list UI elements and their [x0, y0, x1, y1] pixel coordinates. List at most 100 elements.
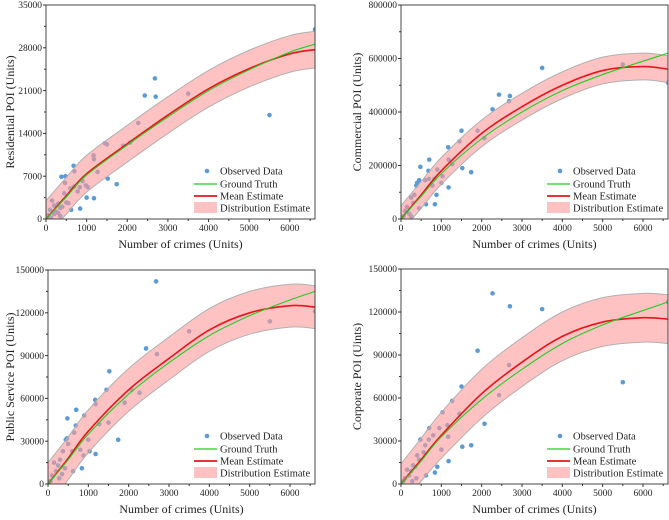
- y-tick-label: 0: [39, 480, 44, 490]
- band-upper-edge: [401, 52, 668, 206]
- observed-point: [153, 279, 159, 284]
- x-tick-label: 0: [46, 489, 51, 499]
- observed-point: [434, 464, 440, 470]
- x-tick-label: 5000: [593, 489, 612, 499]
- x-tick-label: 5000: [240, 489, 259, 499]
- band-lower-edge: [61, 67, 315, 219]
- observed-point: [115, 437, 121, 443]
- observed-point: [539, 306, 545, 312]
- legend-label: Mean Estimate: [220, 192, 284, 203]
- x-axis-title: Number of crimes (Units): [119, 502, 243, 516]
- x-tick-label: 1000: [432, 224, 451, 234]
- mean-estimate-line: [48, 304, 315, 484]
- observed-point: [432, 470, 438, 475]
- legend-label: Distribution Estimate: [220, 469, 310, 480]
- legend-distribution-swatch: [547, 467, 570, 478]
- observed-point: [468, 169, 474, 175]
- observed-point: [143, 346, 149, 351]
- observed-point: [620, 379, 626, 385]
- legend-label: Ground Truth: [573, 445, 631, 456]
- legend-distribution-swatch: [194, 467, 217, 478]
- y-tick-label: 150000: [369, 265, 398, 275]
- legend-label: Observed Data: [573, 432, 636, 443]
- ground-truth-line: [401, 301, 668, 484]
- x-tick-label: 6000: [633, 489, 652, 499]
- distribution-band: [48, 284, 315, 484]
- observed-point: [267, 112, 272, 118]
- observed-point: [114, 181, 120, 187]
- y-axis-title: Commercial POI (Units): [350, 53, 364, 172]
- y-tick-label: 400000: [369, 108, 398, 118]
- x-tick-label: 1000: [77, 224, 96, 234]
- y-tick-label: 150000: [16, 266, 45, 276]
- observed-point: [475, 348, 480, 354]
- observed-point: [434, 192, 439, 198]
- x-tick-label: 3000: [512, 224, 531, 234]
- x-tick-label: 6000: [633, 224, 652, 234]
- y-tick-label: 21000: [18, 87, 42, 97]
- y-tick-label: 60000: [373, 394, 397, 404]
- x-tick-label: 3000: [512, 489, 531, 499]
- legend-observed-marker: [557, 168, 563, 174]
- x-tick-label: 0: [399, 224, 404, 234]
- x-tick-label: 2000: [472, 489, 491, 499]
- legend-observed-marker: [204, 168, 210, 174]
- band-lower-edge: [64, 326, 315, 484]
- observed-point: [459, 128, 464, 134]
- y-tick-label: 30000: [20, 437, 44, 447]
- observed-point: [507, 93, 513, 99]
- legend-label: Mean Estimate: [220, 457, 284, 468]
- legend-label: Observed Data: [220, 167, 283, 178]
- observed-point: [84, 195, 89, 200]
- observed-point: [445, 145, 451, 150]
- x-tick-label: 5000: [593, 224, 612, 234]
- y-tick-label: 30000: [373, 437, 397, 447]
- x-tick-label: 1000: [79, 489, 98, 499]
- observed-point: [507, 303, 513, 309]
- x-tick-label: 4000: [553, 489, 572, 499]
- plot-area: [46, 27, 315, 219]
- x-tick-label: 3000: [159, 489, 178, 499]
- x-tick-label: 2000: [472, 224, 491, 234]
- y-axis-title: Public Service POI (Units): [3, 313, 17, 442]
- observed-point: [460, 165, 465, 171]
- x-tick-label: 4000: [553, 224, 572, 234]
- legend-label: Ground Truth: [220, 180, 278, 191]
- x-tick-label: 2000: [119, 489, 138, 499]
- plot-area: [401, 291, 668, 484]
- plot-area: [401, 52, 668, 219]
- observed-point: [418, 164, 423, 170]
- legend-label: Mean Estimate: [573, 457, 637, 468]
- observed-point: [93, 451, 98, 457]
- observed-point: [496, 92, 502, 97]
- observed-point: [59, 174, 64, 180]
- y-tick-label: 14000: [18, 130, 42, 140]
- mean-estimate-line: [46, 48, 315, 219]
- ground-truth-line: [48, 290, 315, 484]
- band-lower-edge: [411, 79, 668, 219]
- distribution-band: [401, 293, 668, 484]
- legend-distribution-swatch: [547, 202, 570, 213]
- observed-point: [107, 368, 112, 374]
- y-tick-label: 35000: [18, 1, 42, 11]
- legend-label: Distribution Estimate: [573, 469, 663, 480]
- x-tick-label: 1000: [432, 489, 451, 499]
- observed-point: [65, 416, 70, 421]
- observed-point: [152, 76, 158, 81]
- legend-observed-marker: [557, 433, 563, 439]
- x-axis-title: Number of crimes (Units): [472, 502, 596, 516]
- y-tick-label: 7000: [23, 172, 42, 182]
- y-axis-title: Corporate POI (Uints): [350, 323, 364, 430]
- legend-label: Observed Data: [220, 432, 283, 443]
- band-upper-edge: [48, 283, 315, 463]
- x-tick-label: 5000: [240, 224, 259, 234]
- x-tick-label: 0: [399, 489, 404, 499]
- y-tick-label: 800000: [369, 1, 398, 11]
- observed-point: [153, 94, 159, 100]
- legend-label: Mean Estimate: [573, 192, 637, 203]
- panel-residential: 0 1000 2000 3000 4000 5000 6000 0 7000 14000 21000…: [3, 1, 316, 251]
- y-tick-label: 90000: [20, 352, 44, 362]
- y-tick-label: 0: [37, 215, 42, 225]
